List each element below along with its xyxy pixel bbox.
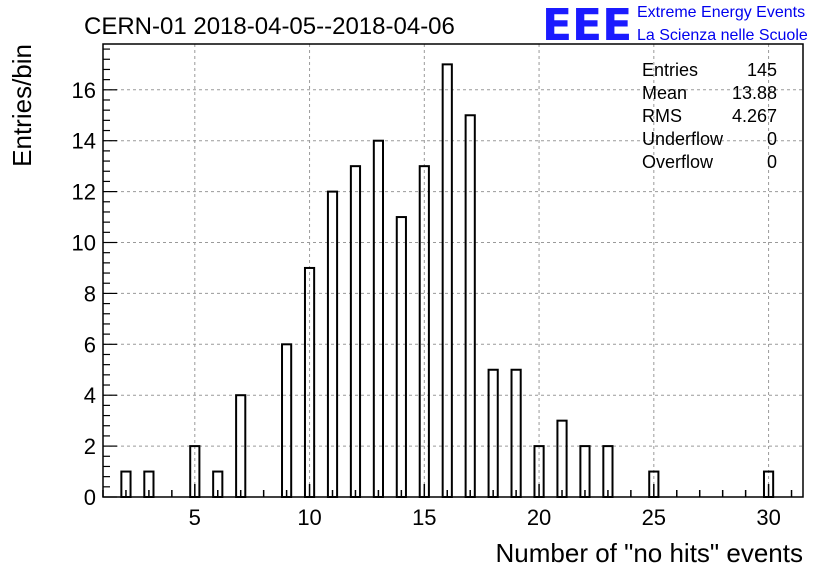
y-tick-label: 8 [84, 281, 96, 306]
x-tick-label: 5 [189, 505, 201, 530]
histogram-bar [395, 216, 407, 498]
histogram-bar [602, 445, 614, 499]
eee-logo: EEE Extreme Energy Events La Scienza nel… [542, 0, 808, 51]
x-tick-label: 25 [642, 505, 666, 530]
y-axis-label: Entries/bin [7, 44, 37, 167]
eee-logo-line2: La Scienza nelle Scuole [637, 27, 808, 44]
y-tick-label: 16 [72, 78, 96, 103]
histogram-bar [556, 419, 568, 498]
histogram-bar [441, 63, 453, 498]
x-tick-label: 15 [412, 505, 436, 530]
eee-logo-letters: EEE [542, 0, 632, 51]
histogram-bar [349, 165, 362, 498]
y-tick-label: 0 [84, 485, 96, 510]
grid-lines [103, 44, 803, 497]
plot-frame [102, 43, 804, 498]
x-tick-label: 20 [527, 505, 551, 530]
chart-title: CERN-01 2018-04-05--2018-04-06 [84, 13, 455, 40]
x-tick-label: 10 [297, 505, 321, 530]
y-tick-label: 4 [84, 383, 96, 408]
y-tick-label: 12 [72, 180, 96, 205]
y-tick-label: 14 [72, 129, 96, 154]
stats-underflow-label: Underflow [642, 129, 724, 149]
stats-mean-label: Mean [642, 83, 687, 103]
stats-overflow-value: 0 [767, 152, 777, 172]
stats-mean-value: 13.88 [732, 83, 777, 103]
stats-rms-label: RMS [642, 106, 682, 126]
stats-overflow-label: Overflow [642, 152, 714, 172]
stats-entries-value: 145 [747, 60, 777, 80]
stats-box: Entries 145 Mean 13.88 RMS 4.267 Underfl… [642, 60, 777, 172]
stats-underflow-value: 0 [767, 129, 777, 149]
histogram-bar [372, 139, 384, 499]
eee-logo-line1: Extreme Energy Events [637, 4, 805, 21]
y-tick-label: 2 [84, 434, 96, 459]
histogram-bar [579, 445, 591, 499]
y-tick-label: 6 [84, 332, 96, 357]
x-axis-label: Number of "no hits" events [496, 538, 804, 568]
x-tick-label: 30 [756, 505, 780, 530]
histogram-bar [464, 114, 476, 499]
histogram-bar [281, 343, 293, 498]
axes: 5 10 15 20 25 30 0 2 4 6 8 10 12 14 16 [72, 43, 804, 530]
y-tick-label: 10 [72, 231, 96, 256]
stats-rms-value: 4.267 [732, 106, 777, 126]
histogram-bar [510, 368, 522, 498]
stats-entries-label: Entries [642, 60, 698, 80]
histogram-bar [487, 368, 499, 498]
